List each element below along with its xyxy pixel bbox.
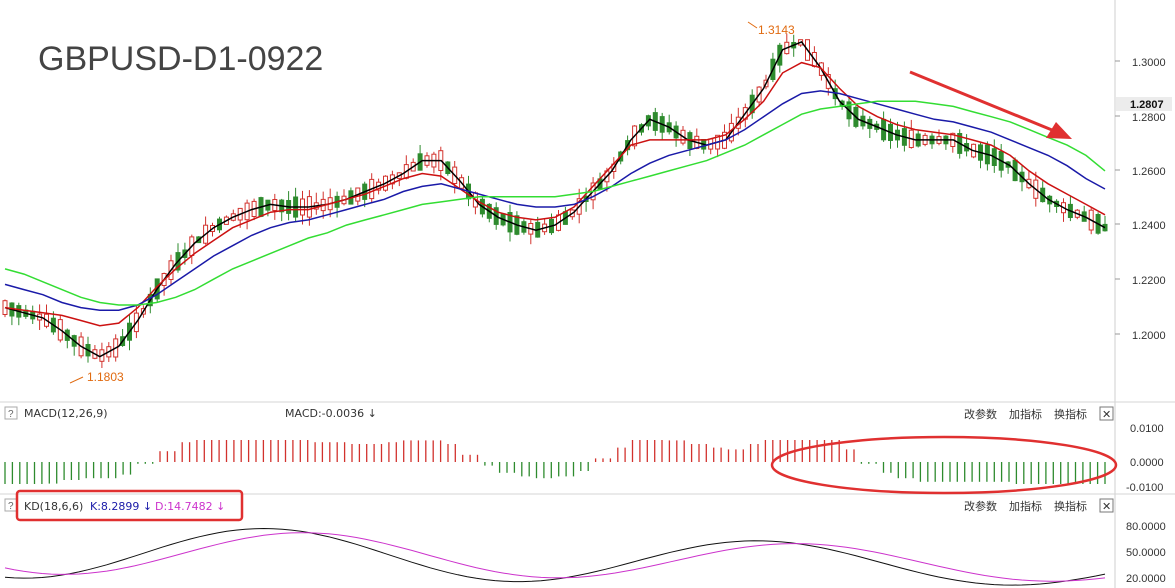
macd-add-button[interactable]: 加指标 [1009,407,1042,421]
ma-line-black [4,40,1106,358]
macd-close-icon: ✕ [1102,408,1111,421]
kd-help-icon: ? [8,501,14,512]
kd-close-button[interactable] [1099,498,1114,513]
macd-change-button[interactable]: 换指标 [1054,407,1087,421]
high-annotation: 1.3143 [747,21,795,37]
kd-params-button[interactable]: 改参数 [964,499,997,513]
kd-change-button[interactable]: 换指标 [1054,499,1087,513]
d-line [4,532,1106,582]
kd-d-value: D:14.7482 ↓ [155,500,225,513]
y-tick: 1.3000 [1132,57,1166,69]
macd-tick: -0.0100 [1126,482,1163,494]
kd-tick: 20.0000 [1126,573,1166,585]
trend-arrow [909,70,1072,139]
macd-tick: 0.0000 [1130,457,1164,469]
current-price: 1.2807 [1130,99,1164,111]
high-label: 1.3143 [758,23,795,37]
main-y-axis: 1.3000 1.2800 1.2600 1.2400 1.2200 1.200… [1115,57,1166,342]
kd-highlight-box [15,489,244,522]
kd-label: KD(18,6,6) [24,500,83,513]
kd-k-value: K:8.2899 ↓ [90,500,152,513]
y-tick: 1.2200 [1132,275,1166,287]
kd-y-axis: 80.0000 50.0000 20.0000 [1126,521,1166,585]
macd-close-button[interactable] [1099,406,1114,421]
y-tick: 1.2600 [1132,166,1166,178]
kd-add-button[interactable]: 加指标 [1009,499,1042,513]
chart-title: GBPUSD-D1-0922 [38,40,323,78]
macd-y-axis: 0.0100 0.0000 -0.0100 [1126,423,1164,494]
macd-histogram [4,440,1106,484]
y-tick: 1.2800 [1132,112,1166,124]
kd-panel: ? KD(18,6,6) K:8.2899 ↓ D:14.7482 ↓ 改参数 … [4,489,1166,586]
macd-value: MACD:-0.0036 ↓ [285,407,377,420]
macd-highlight-ellipse [770,435,1118,495]
ma-line-blue [4,90,1106,311]
macd-help-icon: ? [8,409,14,420]
low-label: 1.1803 [87,370,124,384]
kd-tick: 50.0000 [1126,547,1166,559]
macd-help-button[interactable] [4,406,18,420]
macd-params-button[interactable]: 改参数 [964,407,997,421]
low-annotation: 1.1803 [69,370,124,384]
moving-averages [4,40,1106,358]
kd-tick: 80.0000 [1126,521,1166,533]
macd-tick: 0.0100 [1130,423,1164,435]
current-price-tag: 1.2807 [1116,97,1172,111]
y-tick: 1.2000 [1132,330,1166,342]
k-line [4,527,1106,586]
macd-panel: ? MACD(12,26,9) MACD:-0.0036 ↓ 改参数 加指标 换… [4,406,1164,495]
kd-lines [4,527,1106,586]
y-tick: 1.2400 [1132,220,1166,232]
kd-close-icon: ✕ [1102,500,1111,513]
macd-label: MACD(12,26,9) [24,407,108,420]
ma-line-green [4,100,1106,306]
ma-line-red [4,61,1106,327]
